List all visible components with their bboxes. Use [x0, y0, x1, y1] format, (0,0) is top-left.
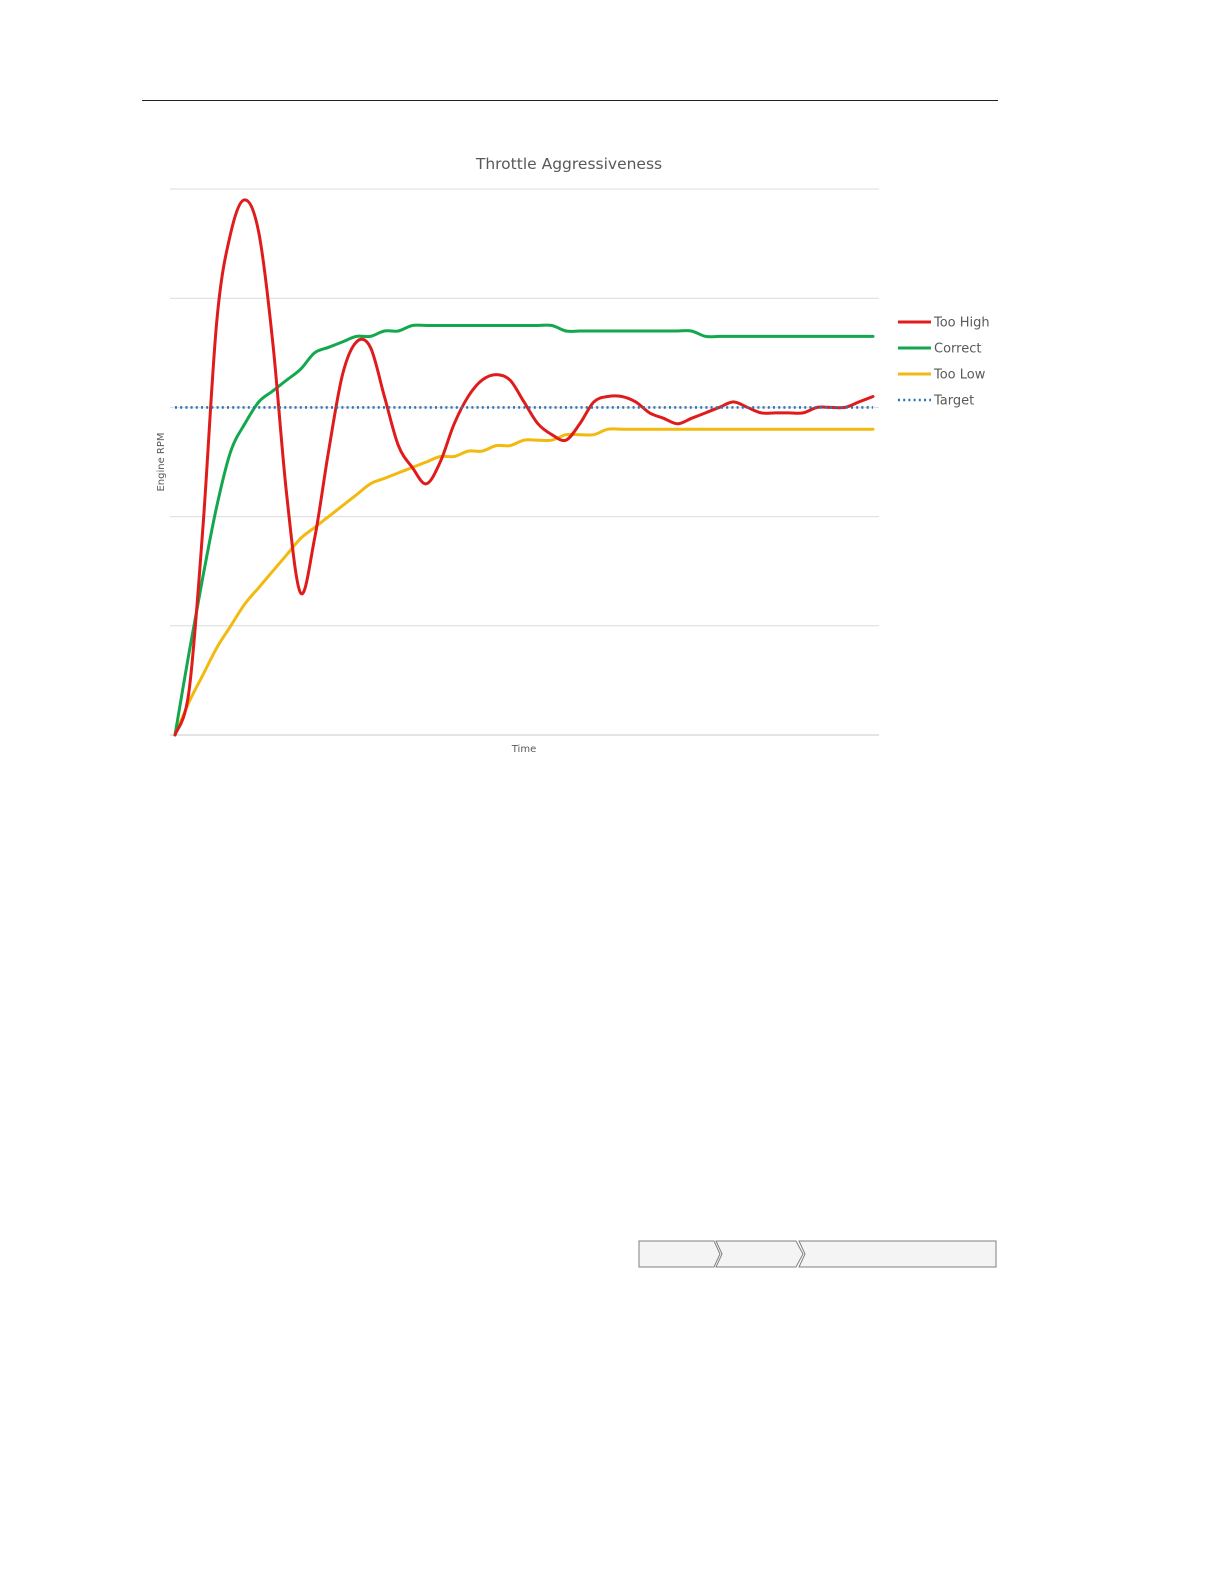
series-line-too-high	[173, 198, 875, 737]
top-rule	[142, 100, 998, 101]
legend-label: Target	[933, 394, 974, 409]
legend: Too High Correct Too Low Target	[898, 316, 990, 409]
series-line-correct	[173, 323, 875, 737]
breadcrumb-progress-bar	[638, 1240, 997, 1268]
breadcrumb-step-3[interactable]	[798, 1240, 997, 1268]
grid-lines	[170, 188, 879, 736]
legend-label: Correct	[934, 342, 981, 357]
line-chart: Throttle Aggressiveness Engine RPM Time …	[156, 155, 990, 755]
series-layer	[173, 198, 875, 737]
legend-label: Too High	[933, 316, 990, 331]
x-axis-label: Time	[511, 744, 536, 755]
y-axis-label: Engine RPM	[156, 432, 167, 491]
breadcrumb-step-1[interactable]	[638, 1240, 721, 1268]
chart-title: Throttle Aggressiveness	[475, 155, 662, 173]
series-line-too-low	[173, 427, 875, 737]
breadcrumb-step-2[interactable]	[715, 1240, 804, 1268]
legend-label: Too Low	[933, 368, 986, 383]
